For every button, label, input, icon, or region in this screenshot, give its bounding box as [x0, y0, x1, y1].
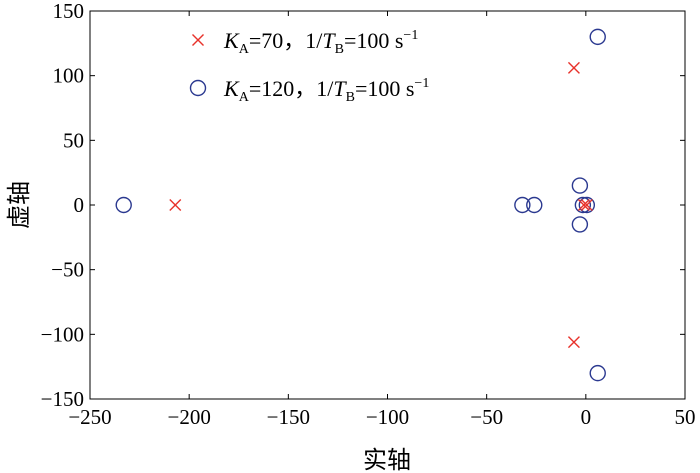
x-tick-label: −100: [366, 405, 409, 429]
data-point-x: [567, 61, 580, 74]
x-tick-label: 50: [675, 405, 696, 429]
legend-label: KA=120，1/TB=100 s−1: [223, 76, 429, 105]
legend-marker-x: [192, 34, 204, 46]
x-tick-label: −250: [68, 405, 111, 429]
y-tick-label: 100: [53, 64, 85, 88]
y-tick-label: 150: [53, 0, 85, 23]
y-tick-label: −150: [41, 387, 84, 411]
data-point-o: [578, 196, 596, 214]
x-tick-label: −150: [267, 405, 310, 429]
y-axis: −150 −100 −50 0 50 100 150: [41, 0, 685, 411]
legend: KA=70，1/TB=100 s−1 KA=120，1/TB=100 s−1: [189, 28, 429, 105]
y-tick-label: −50: [51, 258, 84, 282]
data-point-o: [115, 196, 132, 214]
data-point-x: [169, 199, 182, 211]
data-point-o: [574, 196, 592, 214]
x-tick-label: 0: [581, 405, 592, 429]
data-point-x: [567, 336, 580, 349]
x-tick-label: −200: [167, 405, 210, 429]
data-point-x: [577, 199, 590, 211]
data-point-o: [589, 28, 606, 46]
data-point-o: [514, 196, 531, 214]
y-axis-label: 虚轴: [5, 181, 33, 229]
data-point-x: [580, 199, 593, 211]
y-tick-label: 0: [74, 193, 85, 217]
x-axis-label: 实轴: [363, 446, 411, 473]
legend-label: KA=70，1/TB=100 s−1: [223, 28, 418, 57]
y-tick-label: 50: [63, 128, 84, 152]
x-tick-label: −50: [470, 405, 503, 429]
data-point-o: [571, 177, 589, 194]
plot-frame: [89, 10, 686, 400]
data-point-o: [571, 216, 589, 233]
legend-marker-o: [189, 79, 207, 97]
y-tick-label: −100: [41, 322, 84, 346]
data-point-o: [589, 364, 606, 382]
data-point-o: [526, 196, 543, 214]
data-points: [115, 28, 606, 382]
x-axis: −250 −200 −150 −100 −50 0 50: [68, 11, 696, 429]
